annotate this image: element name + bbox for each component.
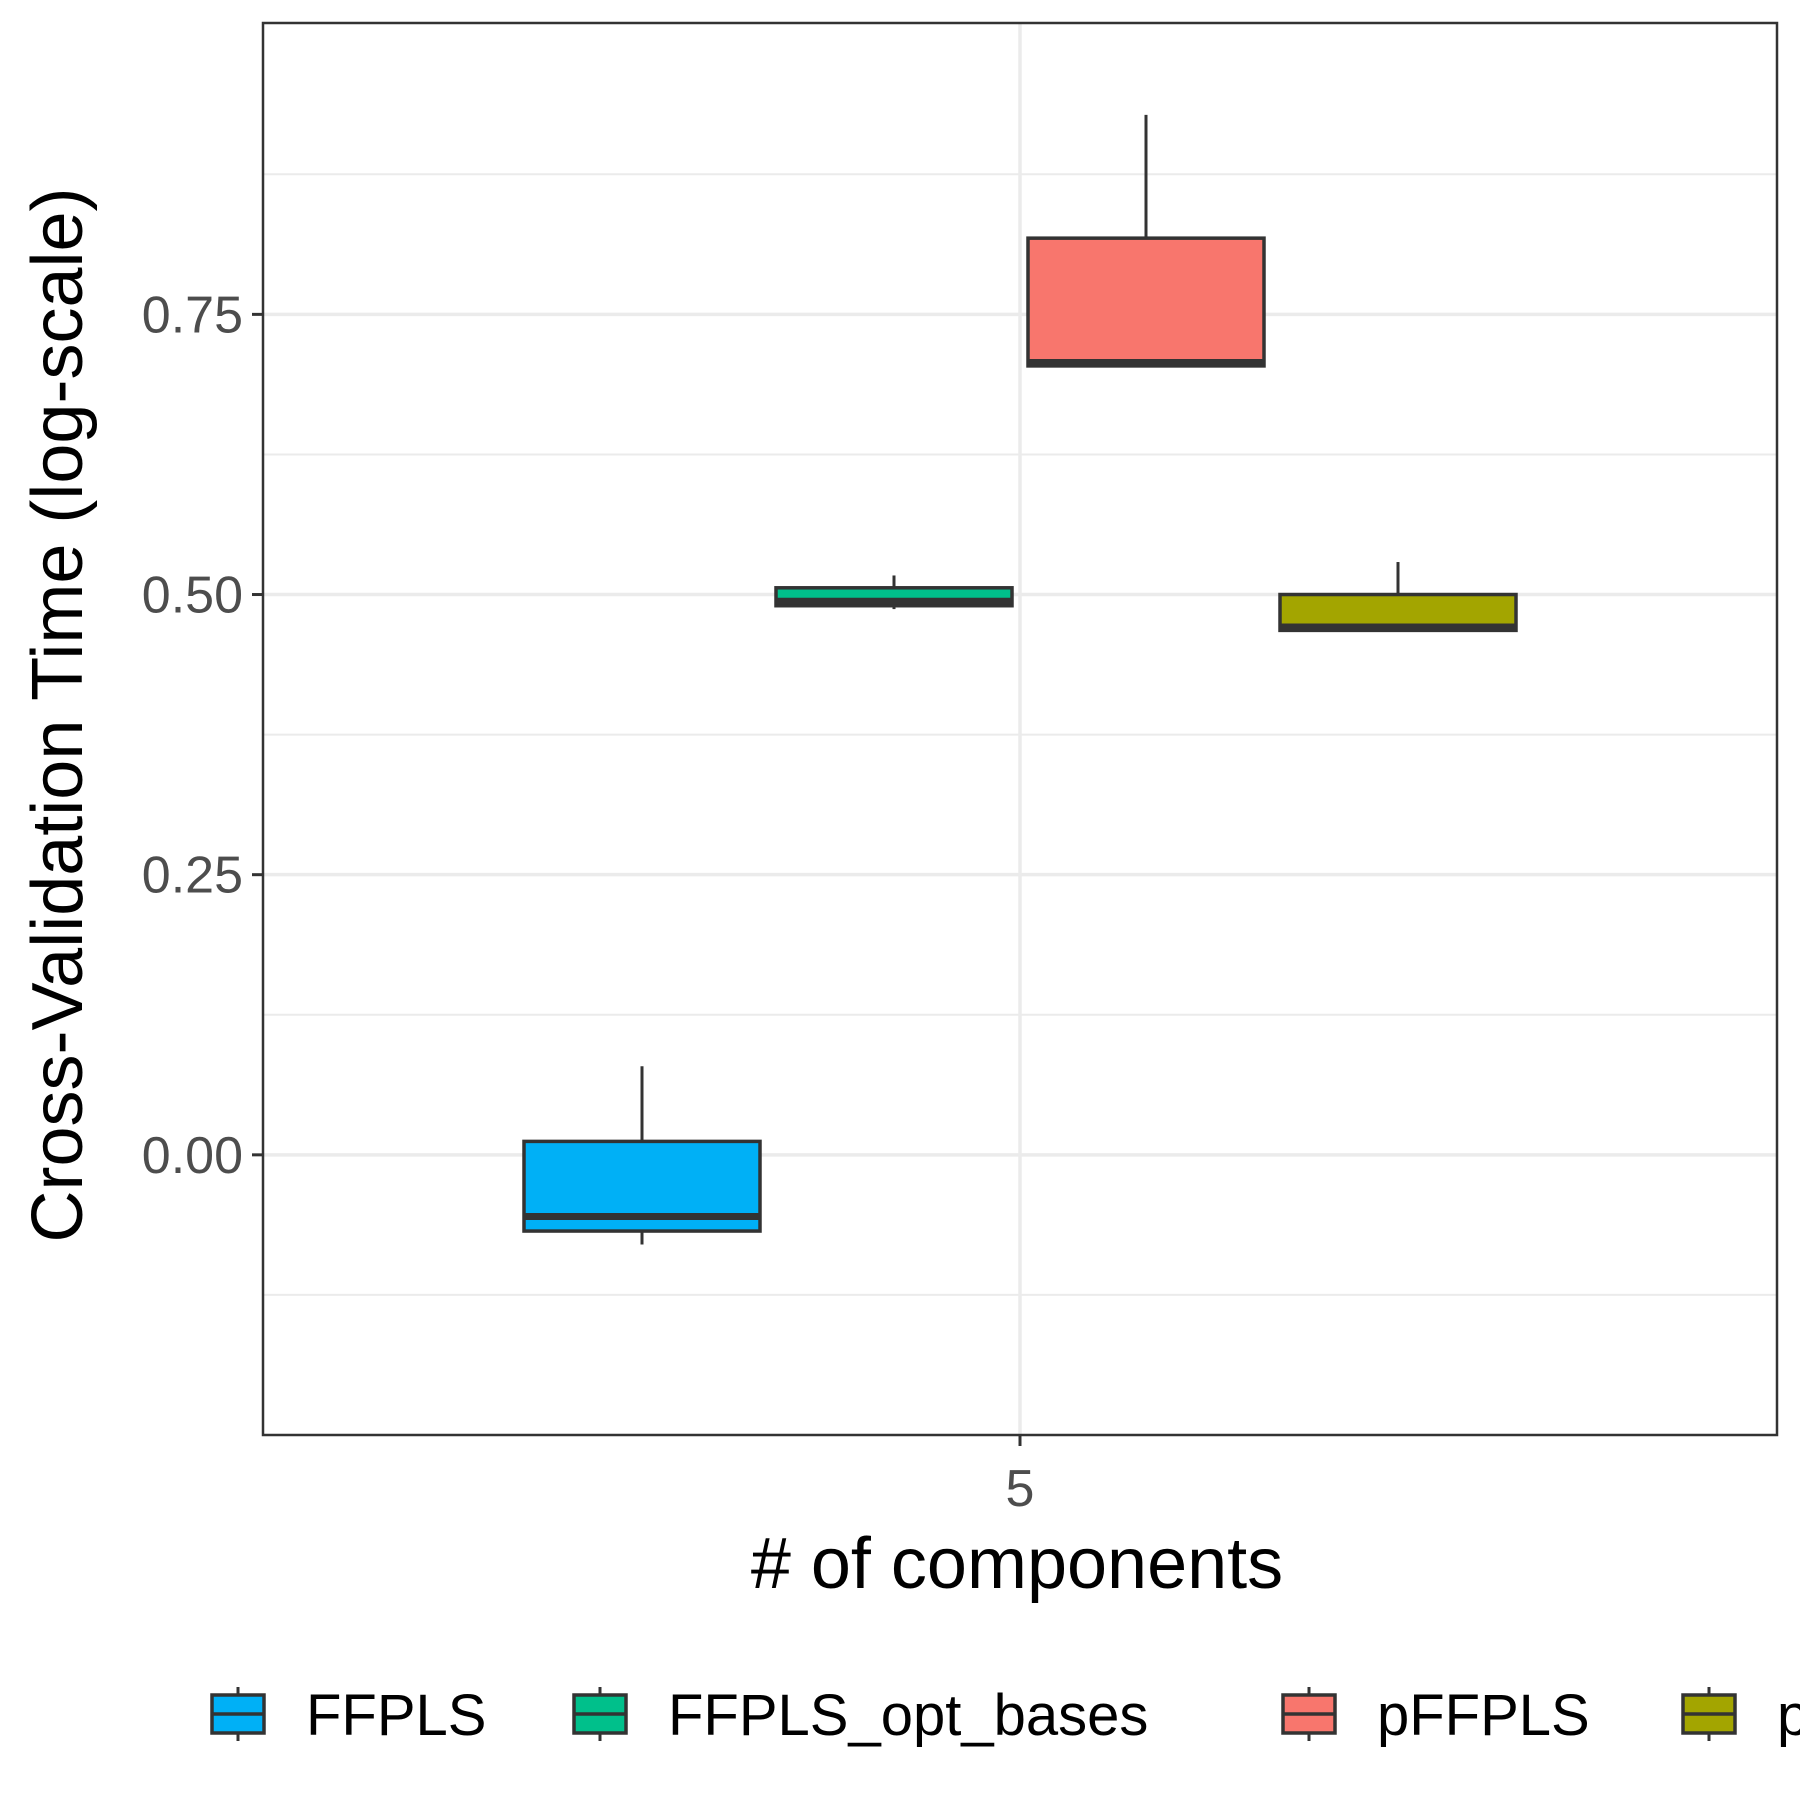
legend-item: pFFPLS_opt_bases	[1681, 1683, 1800, 1748]
legend-label: FFPLS	[306, 1683, 487, 1748]
box-pffpls-opt-bases	[1278, 562, 1518, 633]
legend-item: pFFPLS	[1281, 1683, 1590, 1748]
box-ffpls-opt-bases	[774, 575, 1014, 610]
x-axis-title: # of components	[751, 1524, 1283, 1604]
legend-label: pFFPLS	[1377, 1683, 1590, 1748]
x-axis: 5	[1006, 1435, 1035, 1518]
legend: FFPLS FFPLS_opt_bases pFFPLS pFFPLS_opt_bas…	[210, 1683, 1800, 1748]
legend-item: FFPLS	[210, 1683, 487, 1748]
y-tick-label: 0.50	[142, 567, 243, 625]
y-axis: 0.00 0.25 0.50 0.75	[142, 286, 263, 1185]
y-tick-label: 0.00	[142, 1127, 243, 1185]
legend-label: pFFPLS_opt_bases	[1777, 1683, 1800, 1748]
x-tick-label: 5	[1006, 1460, 1035, 1518]
plot-panel	[261, 21, 1779, 1437]
legend-label: FFPLS_opt_bases	[668, 1683, 1148, 1748]
box-ffpls	[522, 1066, 762, 1245]
y-axis-title: Cross-Validation Time (log-scale)	[18, 187, 98, 1242]
box-body	[1026, 236, 1266, 368]
y-tick-label: 0.25	[142, 847, 243, 905]
box-pffpls	[1026, 114, 1266, 368]
legend-item: FFPLS_opt_bases	[572, 1683, 1148, 1748]
y-tick-label: 0.75	[142, 286, 243, 344]
